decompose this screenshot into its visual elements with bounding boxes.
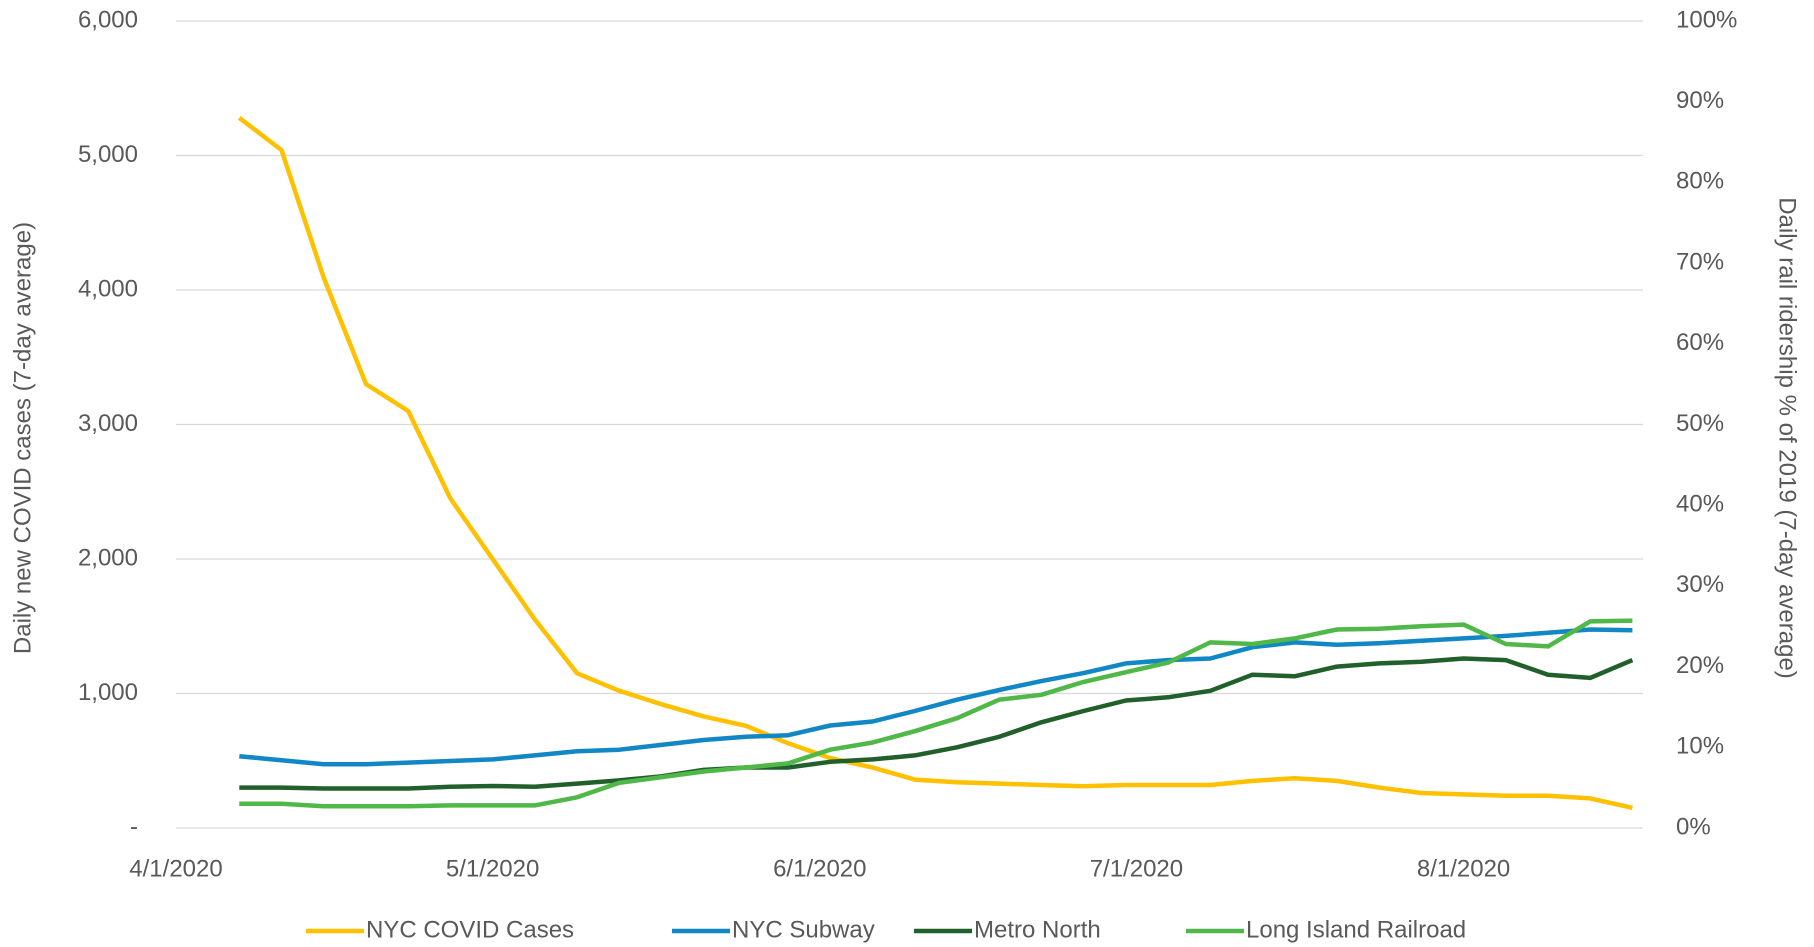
y-tick-label: 1,000 — [78, 679, 138, 706]
y2-tick-label: 0% — [1676, 813, 1711, 840]
series-line — [239, 656, 1634, 791]
y2-tick-label: 90% — [1676, 87, 1724, 114]
legend-label: Long Island Railroad — [1246, 916, 1466, 943]
y2-tick-label: 70% — [1676, 248, 1724, 275]
y-tick-label: 6,000 — [78, 6, 138, 33]
y2-axis-label: Daily rail ridership % of 2019 (7-day av… — [1774, 197, 1801, 679]
y2-tick-label: 100% — [1676, 6, 1737, 33]
legend-label: NYC Subway — [732, 916, 875, 943]
x-tick-label: 6/1/2020 — [773, 855, 866, 882]
y2-tick-label: 20% — [1676, 652, 1724, 679]
series-line — [239, 618, 1633, 809]
y-tick-label: 4,000 — [78, 275, 138, 302]
y-tick-label: 3,000 — [78, 410, 138, 437]
y-tick-label: 5,000 — [78, 141, 138, 168]
y2-tick-label: 80% — [1676, 168, 1724, 195]
y-axis-label: Daily new COVID cases (7-day average) — [9, 222, 36, 654]
x-tick-label: 7/1/2020 — [1090, 855, 1183, 882]
legend-label: Metro North — [974, 916, 1101, 943]
x-tick-label: 8/1/2020 — [1417, 855, 1510, 882]
y2-tick-label: 30% — [1676, 571, 1724, 598]
x-tick-label: 4/1/2020 — [129, 855, 222, 882]
y2-tick-label: 50% — [1676, 410, 1724, 437]
y2-tick-label: 10% — [1676, 733, 1724, 760]
y2-tick-label: 40% — [1676, 491, 1724, 518]
y2-tick-label: 60% — [1676, 329, 1724, 356]
legend-label: NYC COVID Cases — [366, 916, 574, 943]
y-tick-label: 2,000 — [78, 544, 138, 571]
y-tick-label: - — [130, 813, 138, 840]
x-tick-label: 5/1/2020 — [446, 855, 539, 882]
series-line — [237, 116, 1633, 810]
series-line — [239, 627, 1633, 767]
